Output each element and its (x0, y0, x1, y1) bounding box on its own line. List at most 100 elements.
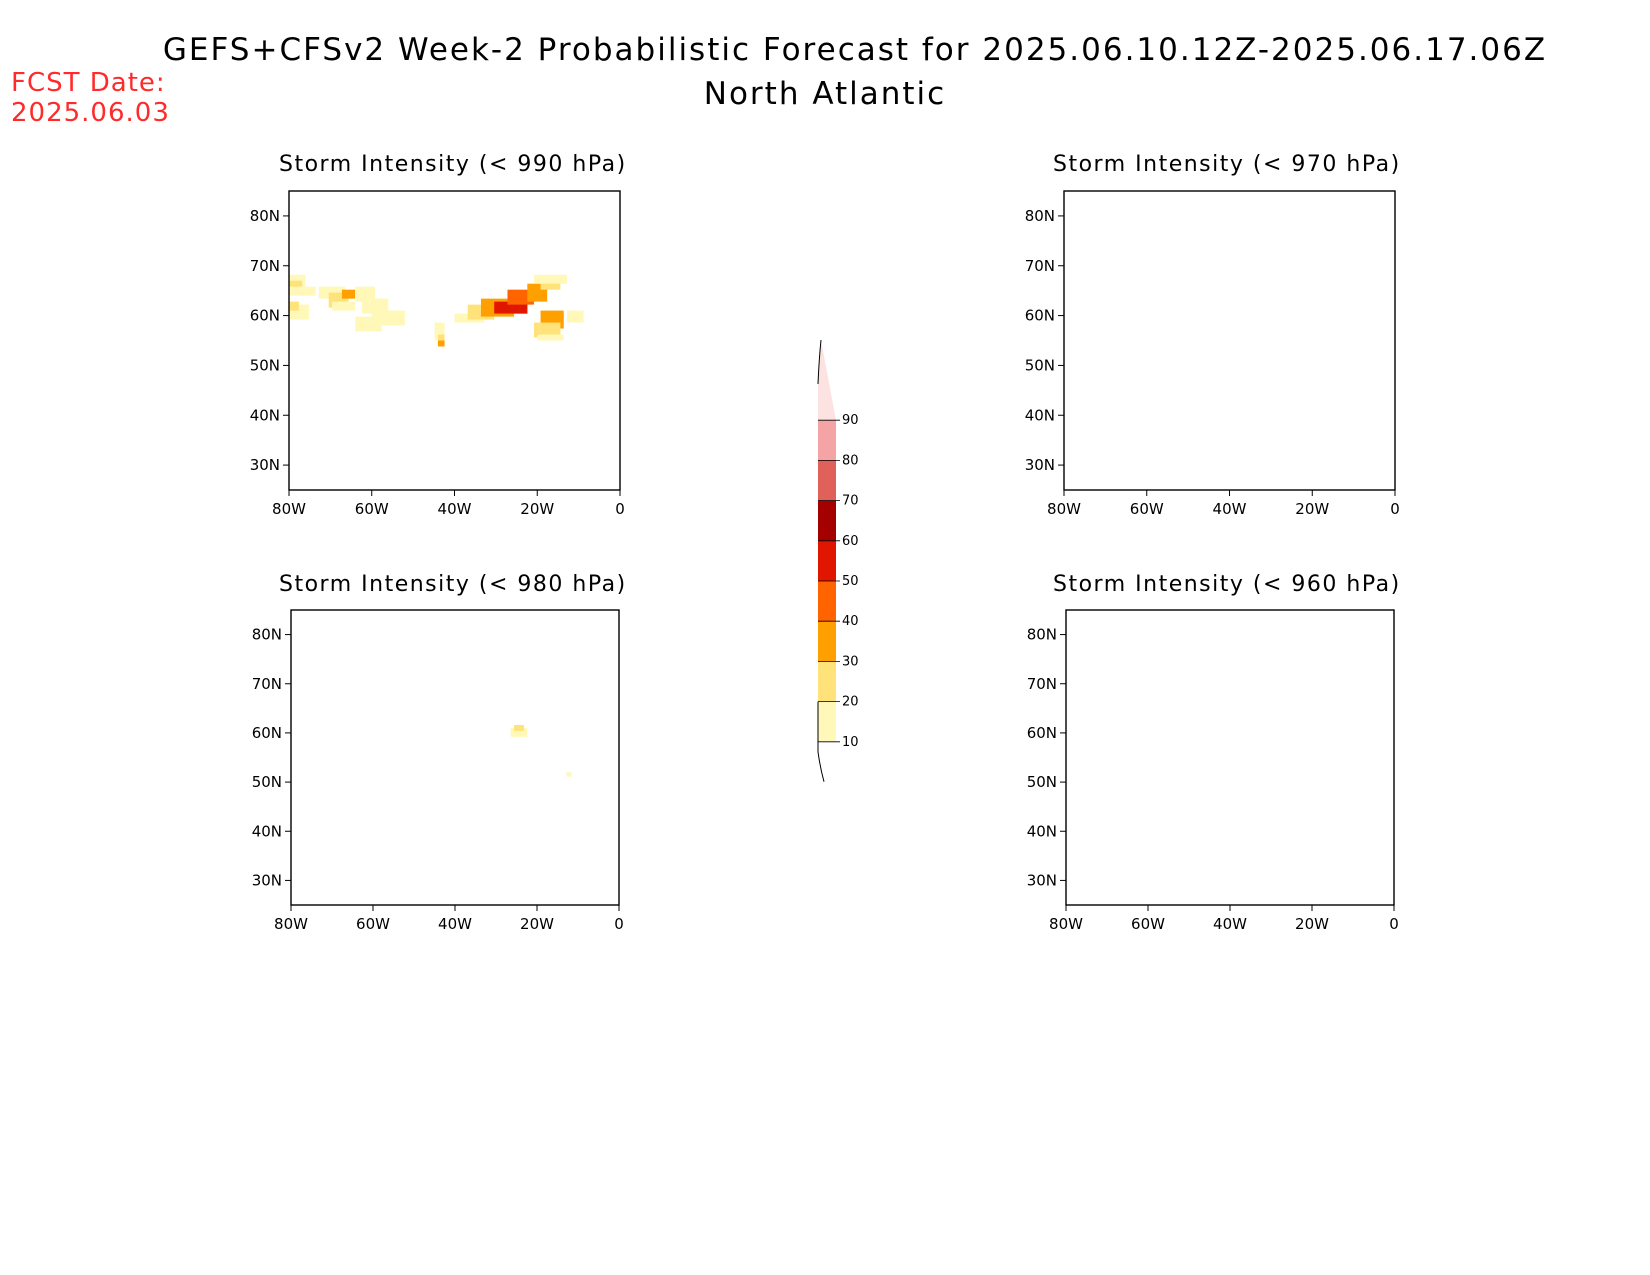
lon-tick-label: 40W (438, 500, 472, 518)
lon-tick-label: 0 (1390, 500, 1400, 518)
lat-tick-label: 50N (252, 773, 282, 791)
probability-cell (514, 725, 524, 731)
colorbar-swatch (818, 460, 836, 501)
probability-cell (537, 334, 564, 341)
main-title: GEFS+CFSv2 Week-2 Probabilistic Forecast… (162, 32, 1548, 68)
lat-tick-label: 80N (252, 626, 282, 644)
lon-tick-label: 60W (356, 915, 390, 933)
probability-cell (514, 301, 528, 314)
lon-tick-label: 0 (614, 915, 624, 933)
colorbar-label: 70 (842, 494, 859, 509)
lat-tick-label: 80N (1027, 626, 1057, 644)
colorbar-label: 50 (842, 574, 859, 589)
colorbar-swatch (818, 540, 836, 581)
probability-cell (437, 340, 445, 347)
lat-tick-label: 30N (1027, 871, 1057, 889)
colorbar-top-arrow (818, 340, 836, 421)
colorbar-label: 20 (842, 695, 859, 710)
lat-tick-label: 70N (1025, 257, 1055, 275)
probability-cell (494, 301, 528, 314)
probability-cell (567, 310, 584, 323)
lat-tick-label: 50N (250, 356, 280, 374)
lat-tick-label: 50N (1025, 356, 1055, 374)
probability-cell (355, 286, 376, 302)
map-panel-p960: 80W 60W 40W 20W 0 80N 70N 60N 50N 40N 30N (1027, 609, 1399, 933)
lat-tick-label: 80N (250, 207, 280, 225)
lon-tick-label: 20W (1295, 915, 1329, 933)
panel-title-980: Storm Intensity (< 980 hPa) (279, 572, 627, 597)
lat-tick-label: 30N (250, 456, 280, 474)
lat-tick-label: 60N (252, 724, 282, 742)
lon-tick-label: 0 (615, 500, 625, 518)
probability-cell (434, 322, 445, 341)
colorbar-label: 10 (842, 735, 859, 750)
probability-cell (318, 286, 346, 299)
lat-tick-label: 50N (1027, 773, 1057, 791)
lon-tick-label: 80W (1049, 915, 1083, 933)
colorbar-label: 40 (842, 614, 859, 629)
colorbar-swatch (818, 420, 836, 461)
lon-tick-label: 40W (438, 915, 472, 933)
lat-tick-label: 40N (252, 822, 282, 840)
lon-tick-label: 40W (1213, 500, 1247, 518)
lon-tick-label: 60W (1131, 915, 1165, 933)
lat-tick-label: 60N (1027, 724, 1057, 742)
probability-cell (361, 298, 389, 314)
lon-tick-label: 80W (272, 500, 306, 518)
lon-tick-label: 60W (355, 500, 389, 518)
map-panel-p980: 80W 60W 40W 20W 0 80N 70N 60N 50N 40N 30N (252, 609, 624, 933)
panel-title-990: Storm Intensity (< 990 hPa) (279, 152, 627, 177)
lon-tick-label: 20W (1295, 500, 1329, 518)
probability-cell (533, 274, 568, 284)
lat-tick-label: 70N (1027, 675, 1057, 693)
lat-tick-label: 40N (1027, 822, 1057, 840)
probability-cell (566, 772, 572, 777)
probability-shading (289, 274, 584, 347)
lat-tick-label: 80N (1025, 207, 1055, 225)
panel-title-960: Storm Intensity (< 960 hPa) (1053, 572, 1401, 597)
lat-tick-label: 60N (1025, 307, 1055, 325)
colorbar-label: 90 (842, 413, 859, 428)
colorbar-swatch (818, 661, 836, 702)
lon-tick-label: 20W (520, 500, 554, 518)
probability-cell (289, 286, 316, 296)
lat-tick-label: 70N (250, 257, 280, 275)
lat-tick-label: 30N (252, 871, 282, 889)
colorbar-top-outline (817, 339, 822, 385)
lat-tick-label: 40N (1025, 406, 1055, 424)
colorbar-swatch (818, 621, 836, 662)
colorbar-label: 80 (842, 453, 859, 468)
lon-tick-label: 20W (520, 915, 554, 933)
lat-tick-label: 70N (252, 675, 282, 693)
colorbar-swatch (818, 701, 836, 742)
probability-cell (355, 316, 382, 332)
forecast-date-value: 2025.06.03 (11, 98, 170, 128)
lat-tick-label: 30N (1025, 456, 1055, 474)
probability-cell (510, 728, 528, 737)
probability-cell (341, 289, 356, 299)
probability-cell (533, 322, 561, 338)
lon-tick-label: 40W (1213, 915, 1247, 933)
probability-shading (510, 725, 572, 777)
colorbar-label: 60 (842, 534, 859, 549)
region-subtitle: North Atlantic (703, 76, 947, 112)
panel-title-970: Storm Intensity (< 970 hPa) (1053, 152, 1401, 177)
probability-cell (289, 301, 299, 311)
map-panel-p970: 80W 60W 40W 20W 0 80N 70N 60N 50N 40N 30N (1025, 190, 1400, 518)
colorbar-swatch (818, 500, 836, 541)
lon-tick-label: 80W (274, 915, 308, 933)
probability-cell (332, 301, 356, 311)
probability-cell (289, 280, 303, 287)
colorbar-label: 30 (842, 654, 859, 669)
lon-tick-label: 80W (1047, 500, 1081, 518)
lon-tick-label: 60W (1130, 500, 1164, 518)
lat-tick-label: 40N (250, 406, 280, 424)
lon-tick-label: 0 (1389, 915, 1399, 933)
colorbar-swatch (818, 581, 836, 622)
colorbar-bottom-arrow (817, 701, 825, 782)
forecast-date-label: FCST Date: (11, 68, 166, 98)
map-panel-p990: 80W 60W 40W 20W 0 80N 70N 60N 50N 40N 30N (250, 190, 625, 518)
lat-tick-label: 60N (250, 307, 280, 325)
